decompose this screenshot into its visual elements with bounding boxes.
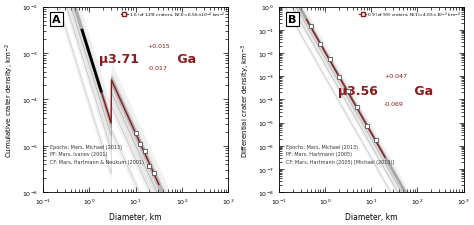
Text: -0.017: -0.017 xyxy=(147,66,167,71)
Text: +0.015: +0.015 xyxy=(147,44,170,49)
Text: +0.047: +0.047 xyxy=(384,74,407,79)
X-axis label: Diameter, km: Diameter, km xyxy=(345,212,397,221)
Text: Epochs: Mars, Michael (2013)
PF: Mars, Hartmann (2005)
CF: Mars, Hartmann (2005): Epochs: Mars, Michael (2013) PF: Mars, H… xyxy=(286,144,394,164)
Text: A: A xyxy=(52,15,61,25)
Text: Epochs: Mars, Michael (2013)
PF: Mars, Ivanov (2001)
CF: Mars, Hartmann & Neukum: Epochs: Mars, Michael (2013) PF: Mars, I… xyxy=(50,144,144,164)
Text: B: B xyxy=(288,15,296,25)
Y-axis label: Differential crater density, km$^{-3}$: Differential crater density, km$^{-3}$ xyxy=(240,43,252,157)
X-axis label: Diameter, km: Diameter, km xyxy=(109,212,162,221)
Text: Ga: Ga xyxy=(410,84,433,97)
Text: μ3.71: μ3.71 xyxy=(99,53,138,66)
Legend: 0.9 (of 99) craters, N(1)=4.05×10$^{-2}$ km$^{-2}$: 0.9 (of 99) craters, N(1)=4.05×10$^{-2}$… xyxy=(359,10,461,20)
Y-axis label: Cumulative crater density, km$^{-2}$: Cumulative crater density, km$^{-2}$ xyxy=(4,43,17,157)
Text: Ga: Ga xyxy=(173,53,196,66)
Legend: 1.6 (of 129) craters, N(1)=6.56×10$^{-4}$ km$^{-2}$: 1.6 (of 129) craters, N(1)=6.56×10$^{-4}… xyxy=(120,10,226,20)
Text: μ3.56: μ3.56 xyxy=(338,84,378,97)
Text: -0.069: -0.069 xyxy=(384,101,404,106)
